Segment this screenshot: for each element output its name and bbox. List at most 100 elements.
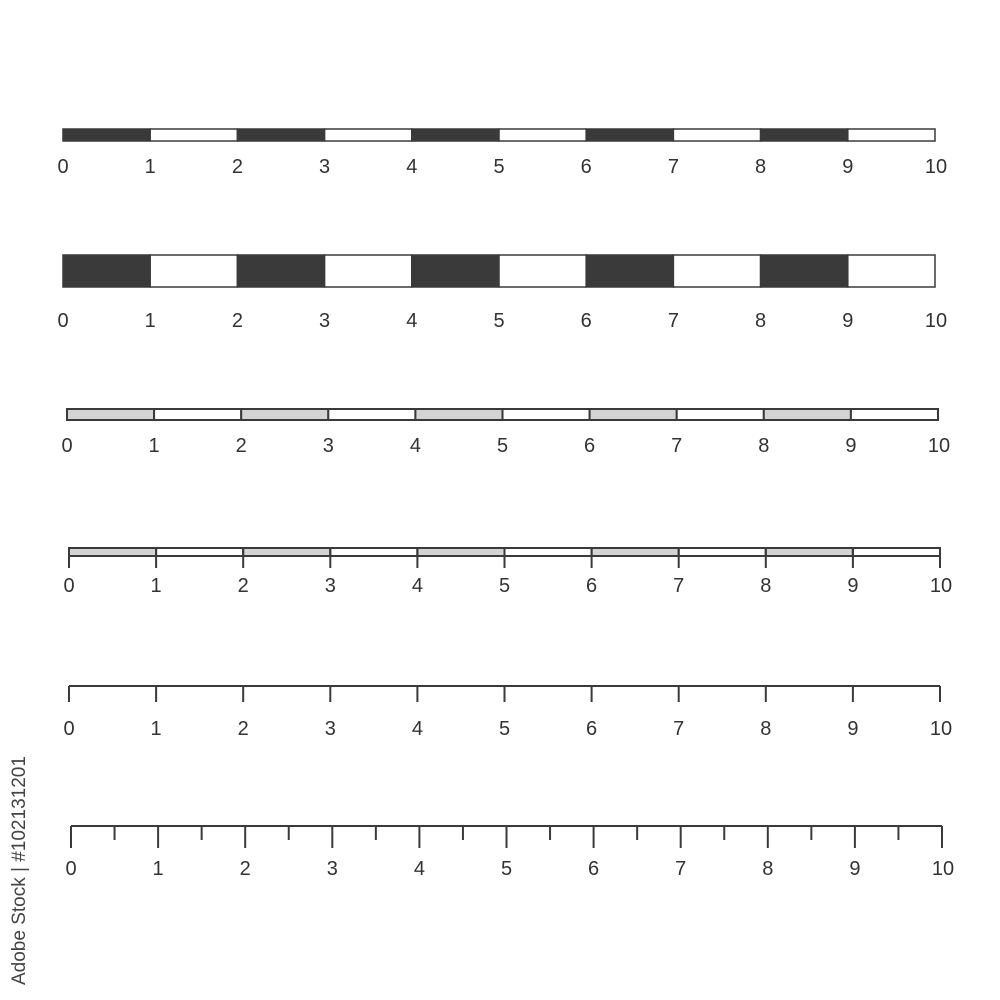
scale-label: 4 [412,575,423,597]
scale-segment [66,408,156,421]
scale-label: 2 [232,156,243,178]
scale-label: 0 [65,858,76,880]
scale-label: 0 [63,718,74,740]
scale-segment [590,547,680,557]
scale-label: 6 [588,858,599,880]
watermark-text: Adobe Stock | #102131201 [9,756,30,985]
scale-segment [762,408,852,421]
scale-segment [677,547,767,557]
scale-label: 10 [928,435,950,457]
scale-label: 8 [760,575,771,597]
scale-label: 3 [325,575,336,597]
scale-label: 1 [149,435,160,457]
scale-label: 9 [847,718,858,740]
scale-segment [236,128,326,142]
scale-segment [327,408,417,421]
scale-segment [588,408,678,421]
scale-label: 7 [673,718,684,740]
scale-label: 3 [323,435,334,457]
scale-bar-1: 0 1 2 3 4 5 6 7 8 9 10 [57,128,947,178]
scale-segment [411,254,500,288]
scale-label: 1 [145,156,156,178]
scale-label: 10 [930,718,952,740]
scale-segment [503,547,593,557]
scale-label: 6 [586,575,597,597]
scale-label: 0 [57,156,68,178]
scale-segment [416,547,506,557]
scale-segment [498,254,587,288]
scale-label: 5 [493,310,504,332]
scale-label: 3 [319,156,330,178]
scale-segment [672,128,762,142]
scale-segment [411,128,500,142]
scale-segment [62,254,151,288]
scale-label: 1 [145,310,156,332]
scale-label: 4 [412,718,423,740]
scale-label: 10 [925,156,947,178]
scale-segment [501,408,591,421]
scale-label: 7 [668,310,679,332]
scale-bar-4: 0 1 2 3 4 5 6 7 8 9 10 [63,547,952,597]
scale-segment [323,254,413,288]
scale-label: 6 [586,718,597,740]
scale-label: 5 [493,156,504,178]
scale-label: 9 [842,310,853,332]
scale-label: 8 [755,156,766,178]
scale-label: 1 [151,575,162,597]
scale-label: 0 [63,575,74,597]
scale-label: 1 [151,718,162,740]
scale-label: 4 [414,858,425,880]
scale-label: 9 [842,156,853,178]
scale-segment [62,128,151,142]
scale-label: 2 [240,858,251,880]
scale-label: 8 [760,718,771,740]
scale-segment [585,128,675,142]
scale-label: 9 [847,575,858,597]
scale-segment [323,128,413,142]
scale-label: 7 [673,575,684,597]
scale-segment [675,408,765,421]
scale-label: 8 [758,435,769,457]
scale-label: 7 [671,435,682,457]
scale-label: 0 [61,435,72,457]
scale-segment [236,254,326,288]
scale-segment [759,128,849,142]
scale-label: 2 [232,310,243,332]
scale-label: 2 [236,435,247,457]
scale-bar-5: 0 1 2 3 4 5 6 7 8 9 10 [63,685,952,740]
scale-segment [672,254,762,288]
scale-label: 9 [849,858,860,880]
scale-segment [153,408,243,421]
scale-segment [847,254,936,288]
scale-bar-2: 0 1 2 3 4 5 6 7 8 9 10 [57,254,947,332]
scale-segment [849,408,940,421]
scale-label: 2 [238,718,249,740]
scale-segment [149,254,239,288]
scale-label: 0 [57,310,68,332]
scale-segment [851,547,942,557]
scale-bar-6: 0 1 2 3 4 5 6 7 8 9 10 [65,825,954,880]
scale-label: 9 [845,435,856,457]
scale-label: 5 [501,858,512,880]
scale-label: 7 [675,858,686,880]
scale-label: 4 [406,156,417,178]
scale-label: 3 [325,718,336,740]
scale-label: 6 [584,435,595,457]
scale-label: 5 [499,575,510,597]
scale-label: 5 [497,435,508,457]
scale-label: 10 [925,310,947,332]
scale-label: 5 [499,718,510,740]
scale-label: 1 [153,858,164,880]
scale-segment [242,547,332,557]
scale-label: 10 [930,575,952,597]
scale-label: 2 [238,575,249,597]
scale-label: 8 [762,858,773,880]
scale-bar-3: 0 1 2 3 4 5 6 7 8 9 10 [61,408,950,457]
scale-segment [149,128,239,142]
scale-label: 4 [406,310,417,332]
scale-segment [414,408,504,421]
scale-segment [764,547,854,557]
scale-label: 10 [932,858,954,880]
scale-label: 6 [581,156,592,178]
